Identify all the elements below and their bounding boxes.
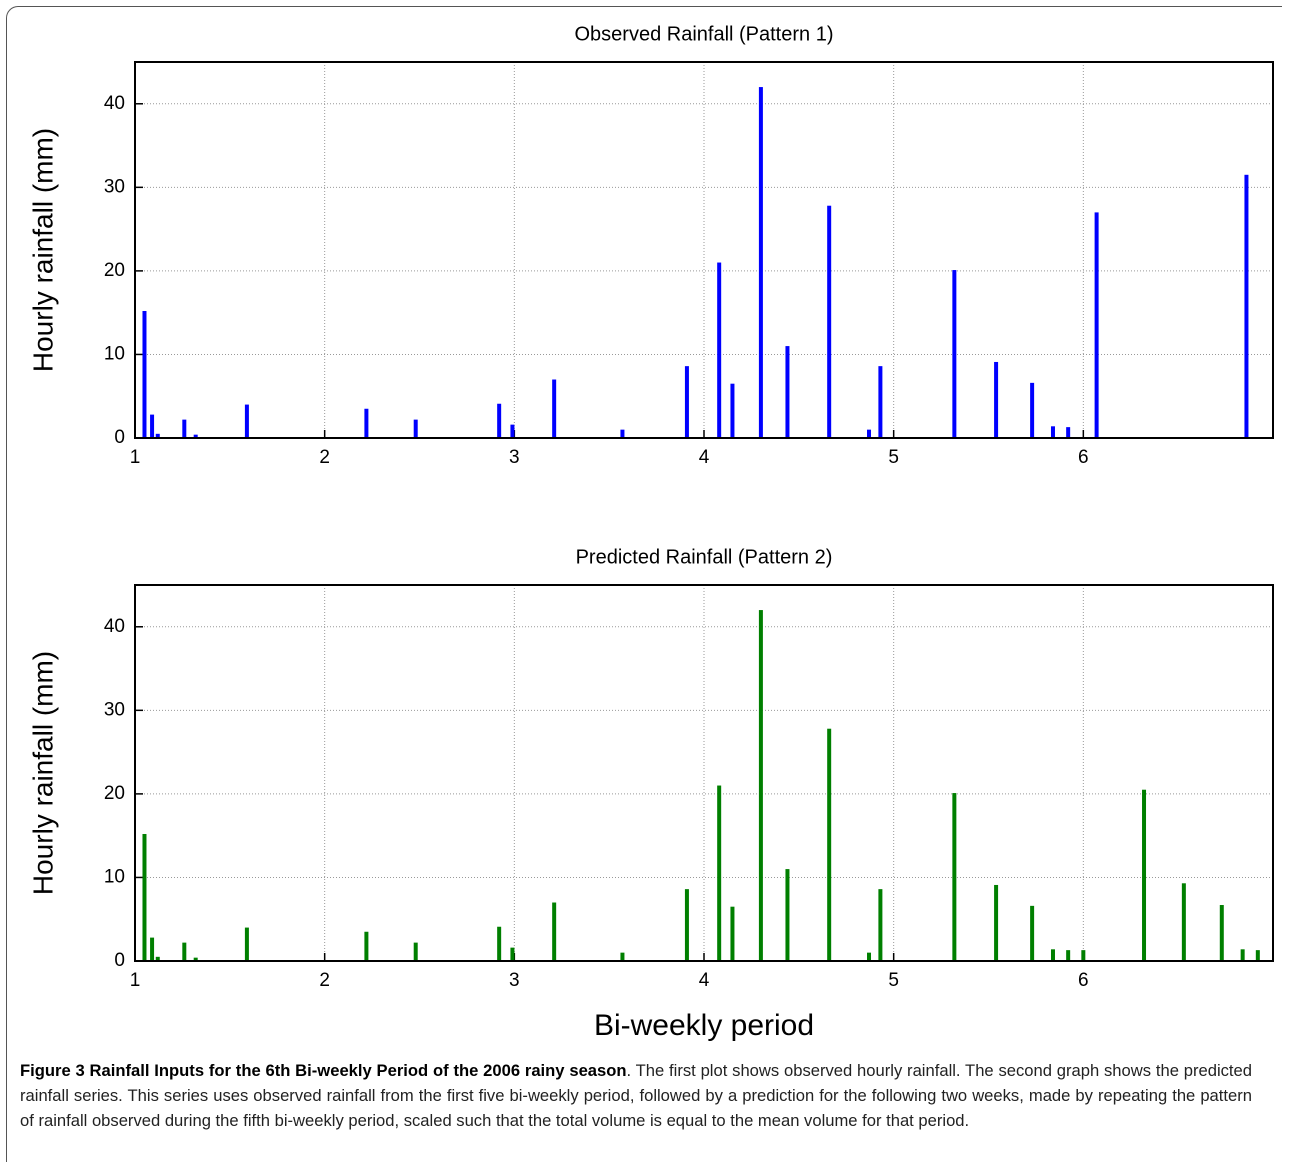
caption-label: Figure 3 Rainfall Inputs for the 6th Bi-… [20,1061,627,1080]
x-tick-label: 6 [1078,447,1089,468]
bar [717,785,722,961]
x-axis-label: Bi-weekly period [594,1009,814,1042]
y-tick-label: 0 [114,950,125,971]
bar [994,361,999,438]
bar [182,942,187,961]
bar [1244,174,1249,439]
y-axis-label: Hourly rainfall (mm) [27,651,58,895]
x-tick-label: 5 [888,970,899,991]
bar [193,957,198,961]
bar [1094,212,1099,438]
bar [1050,949,1055,961]
plot-frame [134,584,1274,962]
bar [150,937,155,961]
bar [684,366,689,438]
x-tick-label: 1 [130,970,141,991]
bar [867,429,872,438]
bar [952,793,957,961]
bar [142,833,147,961]
bar [730,906,735,961]
bar [413,419,418,438]
chart-title: Predicted Rainfall (Pattern 2) [576,546,833,568]
bar [1030,905,1035,961]
y-tick-label: 20 [104,783,125,804]
bar [1066,427,1071,438]
x-tick-label: 3 [509,970,520,991]
x-tick-label: 2 [319,447,330,468]
figure-frame [6,6,1282,1162]
bar [620,429,625,438]
bar [193,434,198,438]
bar [620,952,625,961]
bar [552,379,557,438]
x-tick-label: 4 [699,447,710,468]
bar [155,433,160,438]
x-tick-label: 6 [1078,970,1089,991]
bar [364,408,369,438]
bar [1142,789,1147,961]
x-tick-label: 5 [888,447,899,468]
bar [1240,949,1245,961]
bar [827,205,832,438]
bar [1066,950,1071,961]
y-tick-label: 10 [104,343,125,364]
bar [827,728,832,961]
caption-text: . The first plot shows observed hourly r… [20,1061,1252,1130]
y-tick-label: 20 [104,260,125,281]
y-tick-label: 10 [104,866,125,887]
bar [510,424,515,438]
bar [717,262,722,438]
bar [758,610,763,961]
bar [994,884,999,961]
bar [364,931,369,961]
y-tick-label: 0 [114,427,125,448]
bar [244,404,249,438]
bar [1181,883,1186,961]
bar [510,947,515,961]
bar [1255,950,1260,961]
x-tick-label: 1 [130,447,141,468]
plot-frame [134,61,1274,439]
bar [1050,426,1055,438]
x-tick-label: 3 [509,447,520,468]
y-tick-label: 40 [104,616,125,637]
bar [952,270,957,438]
y-tick-label: 30 [104,176,125,197]
bar [758,87,763,439]
bar [730,383,735,438]
bar [1219,905,1224,961]
bar [142,310,147,438]
bar [785,346,790,438]
bar [182,419,187,438]
bar [1030,382,1035,438]
bar [155,956,160,961]
y-tick-label: 30 [104,699,125,720]
chart: Observed Rainfall (Pattern 1) Hourly rain… [27,23,1274,1042]
caption: Figure 3 Rainfall Inputs for the 6th Bi-… [20,1058,1252,1133]
chart-title: Observed Rainfall (Pattern 1) [574,23,833,45]
bar [497,926,502,961]
y-tick-label: 40 [104,93,125,114]
y-axis-label: Hourly rainfall (mm) [27,128,58,372]
bar [497,403,502,438]
x-tick-label: 4 [699,970,710,991]
x-tick-label: 2 [319,970,330,991]
bar [878,366,883,438]
bar [878,889,883,961]
bar [867,952,872,961]
bar [1081,950,1086,961]
bar [785,869,790,961]
bar [244,927,249,961]
bar [684,889,689,961]
bar [150,414,155,438]
bar [552,902,557,961]
bar [413,942,418,961]
